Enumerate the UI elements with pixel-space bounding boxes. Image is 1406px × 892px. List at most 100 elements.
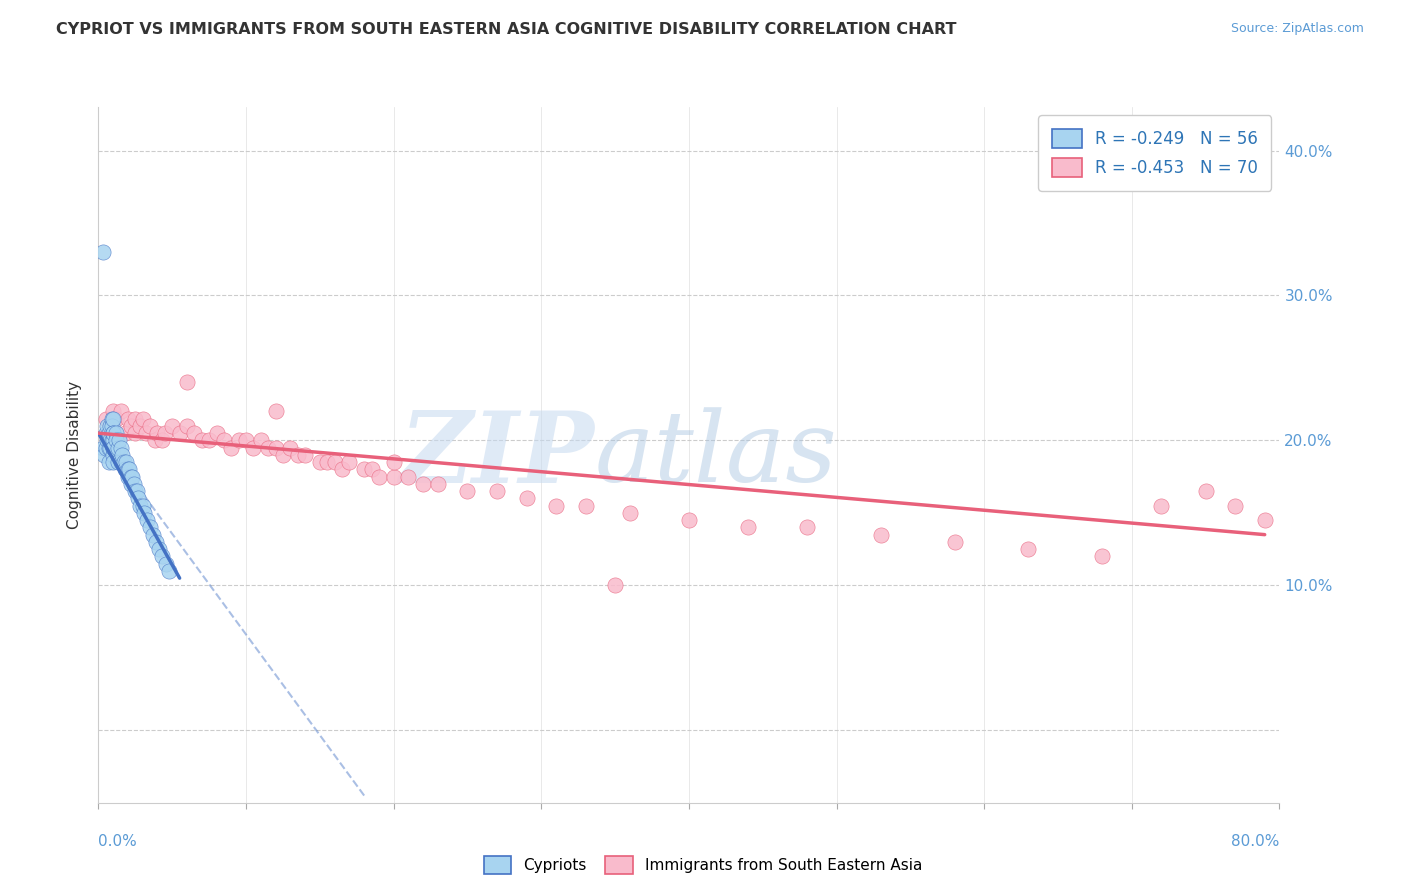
Point (737, 520, 759, 534)
Point (1017, 542, 1039, 557)
Point (103, 448, 125, 462)
Point (142, 527, 165, 541)
Point (97, 455, 120, 469)
Point (97, 441, 120, 455)
Point (105, 426, 128, 441)
Point (134, 506, 156, 520)
Y-axis label: Cognitive Disability: Cognitive Disability (67, 381, 83, 529)
Point (287, 448, 309, 462)
Point (574, 499, 596, 513)
Point (124, 426, 146, 441)
Point (117, 411, 139, 425)
Point (110, 404, 132, 418)
Point (98, 419, 121, 434)
Point (125, 484, 148, 499)
Point (103, 404, 125, 418)
Point (143, 434, 166, 448)
Point (98, 441, 121, 455)
Point (107, 441, 129, 455)
Point (128, 499, 150, 513)
Point (382, 455, 405, 469)
Point (1254, 513, 1277, 527)
Point (105, 411, 128, 425)
Point (103, 411, 125, 425)
Point (546, 499, 568, 513)
Point (155, 557, 177, 571)
Point (382, 469, 405, 483)
Point (128, 419, 150, 434)
Point (412, 476, 434, 491)
Point (139, 520, 162, 534)
Point (250, 434, 273, 448)
Point (360, 462, 382, 476)
Point (107, 455, 129, 469)
Point (191, 434, 214, 448)
Point (112, 455, 135, 469)
Point (96, 434, 118, 448)
Point (294, 448, 316, 462)
Point (111, 448, 134, 462)
Text: 0.0%: 0.0% (98, 834, 138, 849)
Point (139, 419, 162, 434)
Point (120, 469, 142, 483)
Point (103, 441, 125, 455)
Point (127, 491, 149, 506)
Text: CYPRIOT VS IMMIGRANTS FROM SOUTH EASTERN ASIA COGNITIVE DISABILITY CORRELATION C: CYPRIOT VS IMMIGRANTS FROM SOUTH EASTERN… (56, 22, 956, 37)
Text: atlas: atlas (595, 408, 837, 502)
Point (103, 426, 125, 441)
Point (456, 484, 478, 499)
Point (198, 434, 221, 448)
Point (96, 419, 118, 434)
Legend: Cypriots, Immigrants from South Eastern Asia: Cypriots, Immigrants from South Eastern … (478, 850, 928, 880)
Point (132, 499, 155, 513)
Point (183, 426, 205, 441)
Point (118, 462, 141, 476)
Point (145, 534, 167, 549)
Point (242, 441, 264, 455)
Point (153, 426, 176, 441)
Point (396, 469, 419, 483)
Point (108, 434, 131, 448)
Point (619, 506, 641, 520)
Point (98, 419, 121, 434)
Point (93, 448, 115, 462)
Point (120, 476, 142, 491)
Point (323, 455, 346, 469)
Point (169, 426, 191, 441)
Point (219, 441, 242, 455)
Point (91, 244, 114, 259)
Text: Source: ZipAtlas.com: Source: ZipAtlas.com (1230, 22, 1364, 36)
Point (103, 455, 125, 469)
Point (157, 564, 180, 578)
Point (117, 462, 139, 476)
Point (91, 441, 114, 455)
Point (122, 476, 145, 491)
Point (117, 469, 139, 483)
Point (94, 426, 117, 441)
Point (124, 411, 146, 425)
Point (150, 434, 173, 448)
Point (228, 434, 250, 448)
Point (110, 441, 132, 455)
Point (132, 411, 155, 425)
Point (515, 491, 537, 506)
Point (124, 484, 146, 499)
Point (368, 469, 391, 483)
Point (316, 455, 339, 469)
Text: 80.0%: 80.0% (1232, 834, 1279, 849)
Point (796, 520, 818, 534)
Point (94, 441, 117, 455)
Point (309, 455, 332, 469)
Point (114, 462, 136, 476)
Point (678, 513, 700, 527)
Legend: R = -0.249   N = 56, R = -0.453   N = 70: R = -0.249 N = 56, R = -0.453 N = 70 (1038, 115, 1271, 191)
Point (115, 455, 138, 469)
Text: ZIP: ZIP (399, 407, 595, 503)
Point (136, 513, 159, 527)
Point (176, 376, 198, 390)
Point (162, 419, 183, 434)
Point (339, 455, 360, 469)
Point (278, 441, 302, 455)
Point (212, 434, 235, 448)
Point (264, 441, 287, 455)
